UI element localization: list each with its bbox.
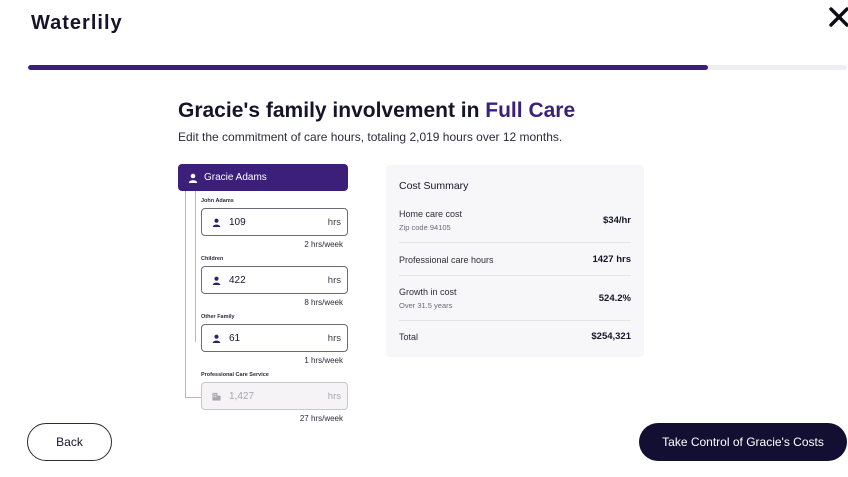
page-title: Gracie's family involvement in Full Care bbox=[178, 99, 575, 123]
cost-row-value: 1427 hrs bbox=[592, 254, 631, 265]
person-icon bbox=[188, 173, 198, 183]
member-label: John Adams bbox=[201, 198, 234, 204]
weekly-rate: 2 hrs/week bbox=[304, 240, 343, 249]
building-icon bbox=[212, 392, 229, 401]
divider bbox=[399, 242, 631, 243]
progress-bar-fill bbox=[28, 65, 708, 70]
member-label: Other Family bbox=[201, 314, 235, 320]
tree-connector bbox=[185, 191, 186, 398]
cost-row-value: $254,321 bbox=[591, 331, 631, 342]
cost-row-total: Total $254,321 bbox=[399, 331, 631, 342]
waterlily-logo: Waterlily bbox=[31, 12, 123, 34]
hours-value: 1,427 bbox=[229, 390, 255, 402]
page-subtitle: Edit the commitment of care hours, total… bbox=[178, 130, 563, 144]
cost-summary-title: Cost Summary bbox=[399, 180, 469, 192]
cost-row-value: 524.2% bbox=[598, 293, 631, 304]
hours-value: 422 bbox=[229, 274, 246, 286]
cost-row-sub: Zip code 94105 bbox=[399, 223, 451, 232]
hours-unit: hrs bbox=[327, 332, 341, 344]
cost-row-professional-hours: Professional care hours 1427 hrs bbox=[399, 254, 631, 265]
cost-row-label: Professional care hours bbox=[399, 254, 494, 265]
weekly-rate: 1 hrs/week bbox=[304, 356, 343, 365]
hours-unit: hrs bbox=[327, 274, 341, 286]
progress-bar bbox=[28, 65, 847, 70]
hours-value: 61 bbox=[229, 332, 241, 344]
cost-row-home-care: Home care cost Zip code 94105 $34/hr bbox=[399, 209, 631, 232]
page-title-accent: Full Care bbox=[485, 99, 576, 122]
back-button[interactable]: Back bbox=[27, 423, 112, 461]
children-hours-input[interactable]: 422 hrs bbox=[201, 266, 348, 294]
tree-connector bbox=[195, 191, 196, 342]
cost-row-sub: Over 31.5 years bbox=[399, 301, 453, 310]
john-adams-hours-input[interactable]: 109 hrs bbox=[201, 208, 348, 236]
person-icon bbox=[212, 334, 229, 343]
cost-row-label: Home care cost bbox=[399, 209, 463, 219]
divider bbox=[399, 320, 631, 321]
professional-care-hours-input: 1,427 hrs bbox=[201, 382, 348, 410]
divider bbox=[399, 275, 631, 276]
weekly-rate: 8 hrs/week bbox=[304, 298, 343, 307]
hours-unit: hrs bbox=[327, 390, 341, 402]
weekly-rate: 27 hrs/week bbox=[299, 414, 343, 423]
care-owner-name: Gracie Adams bbox=[204, 172, 267, 183]
take-control-button[interactable]: Take Control of Gracie's Costs bbox=[639, 423, 847, 461]
cost-row-label: Growth in cost bbox=[399, 287, 457, 297]
page-title-text: Gracie's family involvement in bbox=[178, 99, 486, 122]
other-family-hours-input[interactable]: 61 hrs bbox=[201, 324, 348, 352]
cost-row-growth: Growth in cost Over 31.5 years 524.2% bbox=[399, 287, 631, 310]
hours-unit: hrs bbox=[327, 216, 341, 228]
tree-connector bbox=[185, 397, 201, 398]
cost-row-value: $34/hr bbox=[603, 215, 631, 226]
close-icon[interactable] bbox=[827, 5, 848, 29]
cost-summary-panel: Cost Summary Home care cost Zip code 941… bbox=[386, 165, 644, 357]
hours-value: 109 bbox=[229, 216, 246, 228]
member-label: Children bbox=[201, 256, 224, 262]
person-icon bbox=[212, 218, 229, 227]
person-icon bbox=[212, 276, 229, 285]
care-owner-header: Gracie Adams bbox=[178, 164, 348, 191]
cost-row-label: Total bbox=[399, 331, 419, 342]
member-label: Professional Care Service bbox=[201, 372, 269, 378]
